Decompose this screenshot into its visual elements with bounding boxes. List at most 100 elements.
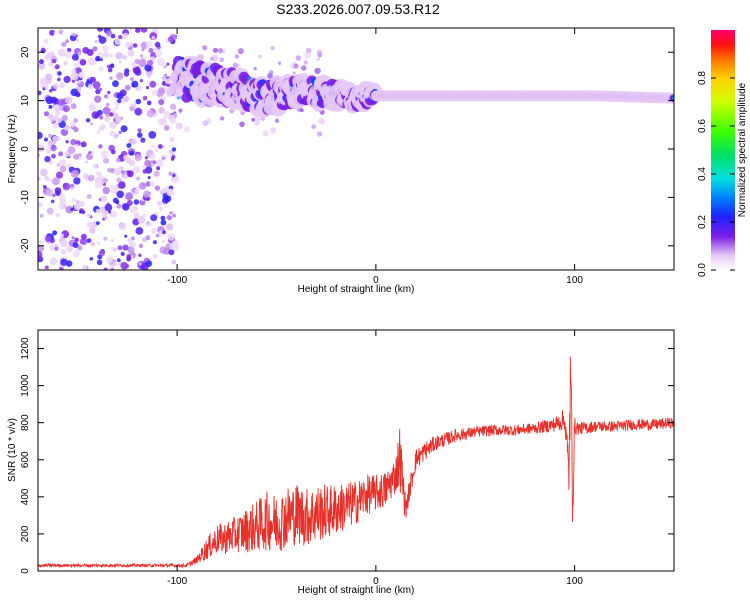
- noise-blob: [59, 82, 65, 89]
- y-tick-label: 1200: [20, 337, 31, 360]
- noise-blob: [62, 105, 70, 113]
- noise-blob: [150, 214, 158, 222]
- y-tick-label: 1000: [20, 374, 31, 397]
- noise-blob: [39, 59, 44, 65]
- noise-blob: [134, 154, 142, 162]
- noise-blob: [134, 69, 142, 76]
- noise-blob: [42, 185, 47, 189]
- noise-blob: [153, 254, 158, 259]
- noise-blob: [70, 183, 74, 187]
- noise-blob: [126, 143, 132, 148]
- noise-blob: [140, 28, 148, 33]
- noise-blob: [86, 194, 92, 200]
- colorbar-tick-label: 0.0: [697, 263, 708, 277]
- noise-blob: [98, 249, 106, 257]
- noise-blob: [66, 245, 73, 253]
- noise-blob: [91, 111, 100, 119]
- noise-blob: [169, 211, 173, 215]
- noise-blob: [103, 157, 110, 164]
- noise-blob: [126, 254, 132, 259]
- noise-blob: [142, 169, 148, 174]
- noise-blob: [133, 199, 140, 205]
- noise-blob: [64, 51, 72, 59]
- noise-blob: [94, 39, 98, 44]
- noise-blob: [78, 71, 85, 79]
- noise-blob: [58, 159, 67, 167]
- noise-blob: [58, 29, 64, 35]
- ridge-blob: [247, 76, 251, 80]
- noise-blob: [55, 171, 64, 179]
- noise-blob: [139, 79, 143, 83]
- noise-blob: [143, 190, 151, 198]
- noise-blob: [151, 227, 157, 234]
- noise-blob: [39, 240, 43, 245]
- noise-blob: [164, 195, 172, 203]
- noise-blob: [57, 77, 61, 82]
- noise-blob: [60, 249, 67, 255]
- noise-blob: [71, 79, 76, 83]
- noise-blob: [120, 251, 125, 256]
- noise-blob: [152, 89, 159, 96]
- noise-blob: [110, 149, 116, 155]
- noise-blob: [103, 236, 108, 241]
- noise-blob: [58, 151, 64, 157]
- ridge-blob: [176, 96, 180, 100]
- noise-blob: [137, 132, 143, 138]
- noise-blob: [65, 205, 74, 214]
- noise-blob: [109, 112, 114, 117]
- noise-blob: [52, 115, 59, 121]
- colorbar-tick-label: 0.6: [697, 119, 708, 133]
- noise-blob: [43, 111, 50, 117]
- noise-blob: [109, 53, 113, 58]
- noise-blob: [178, 108, 183, 113]
- noise-blob: [163, 110, 171, 118]
- noise-blob: [38, 90, 42, 96]
- noise-blob: [45, 265, 49, 270]
- noise-blob: [316, 131, 323, 137]
- noise-blob: [95, 88, 101, 95]
- noise-blob: [144, 64, 152, 72]
- noise-blob: [277, 61, 282, 65]
- noise-blob: [94, 181, 102, 189]
- noise-blob: [149, 153, 156, 160]
- y-tick-label: 20: [20, 46, 31, 58]
- noise-blob: [90, 59, 97, 65]
- noise-blob: [111, 247, 115, 251]
- noise-blob: [138, 262, 142, 266]
- noise-blob: [96, 241, 101, 245]
- noise-blob: [70, 121, 76, 128]
- noise-blob: [86, 221, 94, 228]
- noise-blob: [95, 55, 101, 62]
- noise-blob: [48, 61, 53, 67]
- noise-blob: [75, 39, 80, 43]
- noise-blob: [94, 95, 102, 103]
- noise-blob: [71, 197, 77, 203]
- noise-blob: [292, 71, 296, 75]
- figure-title: S233.2026.007.09.53.R12: [276, 1, 440, 17]
- noise-blob: [156, 200, 163, 206]
- noise-blob: [105, 256, 114, 264]
- colorbar-gradient: [711, 30, 735, 270]
- noise-blob: [39, 213, 44, 218]
- noise-blob: [254, 120, 260, 126]
- noise-blob: [61, 41, 67, 47]
- noise-blob: [133, 212, 140, 219]
- y-tick-label: 0: [20, 146, 31, 152]
- noise-blob: [67, 47, 72, 53]
- noise-blob: [114, 133, 119, 138]
- noise-blob: [169, 136, 175, 143]
- noise-blob: [269, 70, 274, 75]
- noise-blob: [149, 80, 157, 88]
- noise-blob: [55, 243, 59, 247]
- noise-blob: [98, 125, 105, 132]
- noise-blob: [67, 146, 76, 155]
- noise-blob: [166, 62, 170, 66]
- x-tick-label: 0: [373, 576, 379, 587]
- noise-blob: [137, 128, 142, 133]
- noise-blob: [136, 176, 141, 181]
- noise-blob: [70, 88, 79, 97]
- noise-blob: [122, 203, 130, 211]
- noise-blob: [44, 175, 50, 181]
- noise-blob: [51, 153, 56, 159]
